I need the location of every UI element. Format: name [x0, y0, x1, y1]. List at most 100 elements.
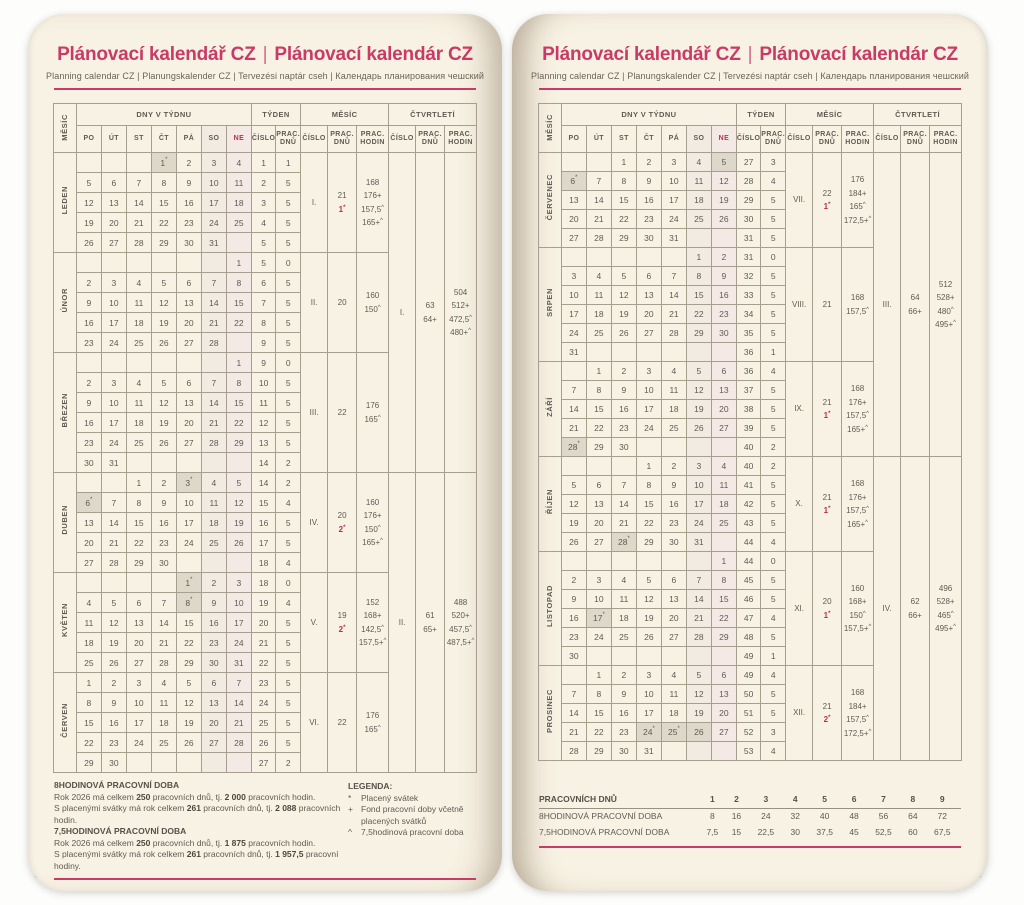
legend-symbol: *	[602, 612, 605, 618]
perforation-dot	[980, 876, 985, 881]
week-row: 2 3 4 5 6 7 8 10 5	[53, 372, 476, 393]
day-cell: 6	[710, 665, 737, 685]
day-cell: 29	[585, 437, 612, 457]
month-name-cell: DUBEN	[52, 472, 77, 573]
day-cell: 24*	[635, 722, 662, 742]
day-cell: 17	[175, 512, 202, 533]
month-hours-cell: 160 168+ 150^ 157,5+^	[841, 551, 875, 666]
legend-item: + Fond pracovní doby včetně placených svá…	[348, 804, 476, 827]
day-cell: 19	[175, 712, 202, 733]
day-cell	[100, 152, 127, 173]
legend-symbol: ^	[380, 218, 383, 224]
day-cell: 9	[75, 292, 102, 313]
worktime-value: 2 088	[275, 803, 297, 813]
day-cell: 22	[710, 608, 737, 628]
month-name-label: ŘÍJEN	[545, 488, 555, 515]
day-cell	[610, 551, 637, 571]
week-number-cell: 27	[735, 152, 762, 172]
month-name-label: SRPEN	[545, 287, 555, 317]
header-day-st: ST	[610, 125, 637, 153]
day-cell: 29	[635, 532, 662, 552]
hours-row-label: 8HODINOVÁ PRACOVNÍ DOBA	[539, 811, 663, 822]
day-cell	[610, 342, 637, 362]
day-cell: 14	[200, 292, 227, 313]
header-group-row: MĚSÍC DNY V TÝDNU TÝDEN MĚSÍC ČTVRTLETÍ	[537, 103, 963, 153]
day-cell: 7	[225, 672, 252, 693]
quarter-number-cell: II.	[388, 472, 417, 773]
day-cell: 24	[225, 632, 252, 653]
day-cell: 13	[710, 684, 737, 704]
day-cell: 24	[100, 332, 127, 353]
week-number-cell: 9	[250, 332, 277, 353]
month-number-cell: XI.	[785, 551, 814, 666]
month-workdays-cell: 19 2*	[327, 572, 358, 673]
month-hours-line: 165^	[364, 414, 381, 424]
day-cell: 18	[125, 412, 152, 433]
week-number-cell: 43	[735, 513, 762, 533]
day-cell: 15	[225, 292, 252, 313]
hours-value: 67,5	[934, 827, 951, 837]
day-cell	[685, 741, 712, 761]
day-cell: 3	[100, 372, 127, 393]
day-cell: 10	[635, 684, 662, 704]
day-cell: 11	[660, 380, 687, 400]
day-cell: 24	[560, 323, 587, 343]
day-cell: 4	[585, 266, 612, 286]
day-cell: 9	[150, 492, 177, 513]
day-cell: 16	[610, 399, 637, 419]
day-cell: 25	[585, 323, 612, 343]
title-czech: Plánovací kalendář CZ	[542, 44, 741, 65]
hours-value: 30	[790, 827, 800, 837]
month-workdays-cell: 21 1*	[327, 152, 358, 253]
day-cell: 30	[175, 232, 202, 253]
week-row: 28 29 30 31 53 4	[538, 741, 961, 761]
day-cell: 3	[225, 572, 252, 593]
day-cell: 18	[610, 608, 637, 628]
day-cell: 26	[685, 722, 712, 742]
day-cell: 22	[150, 212, 177, 233]
title-czech: Plánovací kalendář CZ	[57, 44, 256, 65]
header-month-rotated-label: MĚSÍC	[545, 113, 555, 141]
quarter-workdays-line: 62	[910, 597, 920, 606]
day-cell: 9	[560, 589, 587, 609]
day-cell: 16	[100, 712, 127, 733]
header-subcolumn: PRAC. HODIN	[929, 125, 963, 153]
legend-symbol: ^	[377, 304, 381, 311]
month-workdays-line: 21	[822, 492, 832, 502]
day-cell: 20	[200, 712, 227, 733]
day-cell: 2	[75, 272, 102, 293]
month-hours-line: 172,5+^	[843, 215, 872, 225]
day-cell	[200, 752, 227, 773]
week-workdays-cell: 5	[760, 494, 787, 514]
header-week-group: TÝDEN	[735, 103, 787, 126]
month-workdays-line: 20	[337, 511, 347, 520]
day-cell: 8	[125, 492, 152, 513]
month-number-line: I.	[311, 197, 317, 207]
day-cell: 11	[610, 589, 637, 609]
day-cell: 23	[100, 732, 127, 753]
week-number-cell: 1	[250, 152, 277, 173]
legend-symbol: ^	[383, 638, 387, 644]
day-cell: 9	[200, 592, 227, 613]
header-subcolumn: PRAC. HODIN	[444, 125, 478, 153]
day-cell: 3	[635, 361, 662, 381]
planning-calendar-table: MĚSÍC DNY V TÝDNU TÝDEN MĚSÍC ČTVRTLETÍ PO ÚT S…	[52, 103, 478, 773]
worktime-value: 2 000	[224, 791, 246, 802]
day-cell: 25	[610, 627, 637, 647]
day-cell: 29	[585, 741, 612, 761]
day-cell	[560, 247, 587, 267]
day-cell: 10	[660, 171, 687, 191]
workdays-header-number: 8	[902, 791, 924, 809]
day-cell: 9	[100, 692, 127, 713]
day-cell	[710, 228, 737, 248]
day-cell: 10	[685, 475, 712, 495]
day-cell: 14	[125, 192, 152, 213]
legend-symbol: ^	[381, 204, 384, 211]
day-cell: 20	[100, 212, 127, 233]
day-cell	[660, 741, 687, 761]
day-cell: 3	[125, 672, 152, 693]
day-cell: 1	[585, 361, 612, 381]
day-cell: 13	[175, 392, 202, 413]
month-hours-line: 176+	[848, 397, 867, 407]
